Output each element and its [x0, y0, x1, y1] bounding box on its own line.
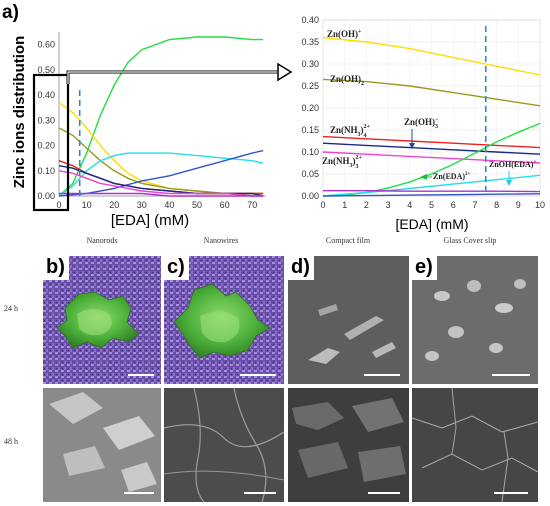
label-zn-nh3-4: Zn(NH3)42+: [330, 124, 371, 139]
scale-bar: [492, 374, 530, 376]
right-x-label: [EDA] (mM): [395, 216, 468, 232]
scale-bar: [128, 374, 154, 376]
left-chart: 0.00 0.10 0.20 0.30 0.40 0.50 0.60 0 10 20 30 40 50…: [11, 32, 293, 229]
x-tick-label: 0: [56, 200, 61, 210]
series-line-2: [322, 135, 541, 149]
x-tick-label: 30: [137, 200, 147, 210]
zoom-box: [32, 73, 70, 212]
series-line-1: [322, 78, 541, 107]
x-tick-label: 6: [451, 200, 456, 210]
label-zn-eda: Zn(EDA)2+: [433, 172, 471, 181]
scale-bar: [240, 374, 276, 376]
y-tick-label: 0.20: [37, 141, 55, 151]
x-tick-label: 10: [82, 200, 92, 210]
series-line-8: [322, 193, 541, 197]
x-tick-label: 2: [364, 200, 369, 210]
sem-compact-film-48h: [288, 388, 409, 502]
x-tick-label: 3: [386, 200, 391, 210]
panel-label-e: e): [412, 256, 437, 280]
x-tick-label: 1: [342, 200, 347, 210]
scale-bar: [368, 492, 400, 494]
y-tick-label: 0.10: [37, 166, 55, 176]
y-tick-label: 0.50: [37, 65, 55, 75]
y-tick-label: 0.40: [37, 90, 55, 100]
series-line-3: [58, 152, 264, 197]
row-label-48h: 48 h: [4, 437, 18, 446]
label-zn-oh: Zn(OH)+: [327, 29, 362, 39]
series-line-0: [322, 36, 541, 76]
series-line-7: [58, 170, 264, 197]
panel-label-a: a): [2, 2, 19, 23]
y-tick-label: 0.00: [301, 191, 319, 201]
col-header-nanowires: Nanowires: [203, 236, 239, 245]
col-header-compact-film: Compact film: [325, 236, 371, 245]
y-tick-label: 0.00: [37, 191, 55, 201]
label-zn-oh2: Zn(OH)2: [330, 74, 364, 87]
y-tick-label: 0.35: [301, 37, 319, 47]
series-line-4: [322, 151, 541, 164]
x-tick-label: 0: [320, 200, 325, 210]
left-x-label: [EDA] (mM): [111, 212, 189, 229]
series-line-3: [322, 142, 541, 155]
x-tick-label: 50: [192, 200, 202, 210]
series-line-6: [58, 165, 264, 197]
x-tick-label: 40: [164, 200, 174, 210]
scale-bar: [494, 492, 528, 494]
series-line-8: [59, 192, 264, 197]
col-header-nanorods: Nanorods: [86, 236, 118, 245]
x-tick-label: 70: [247, 200, 257, 210]
x-tick-label: 10: [535, 200, 545, 210]
panel-label-b: b): [43, 256, 69, 280]
label-znoh-eda: ZnOH(EDA)+: [489, 160, 536, 169]
arrow-zn-eda: [420, 174, 427, 180]
y-tick-label: 0.20: [301, 103, 319, 113]
sem-compact-film-24h: [288, 256, 409, 384]
label-zn-nh3-3: Zn(NH3)32+: [322, 155, 363, 170]
zoom-connector: [66, 70, 280, 84]
scale-bar: [244, 492, 276, 494]
x-tick-label: 20: [109, 200, 119, 210]
y-tick-label: 0.40: [301, 15, 319, 25]
sem-nanorods-48h: [43, 388, 161, 502]
label-zn-oh3: Zn(OH)3−: [404, 117, 439, 130]
y-tick-label: 0.60: [37, 40, 55, 50]
y-tick-label: 0.30: [37, 115, 55, 125]
y-tick-label: 0.05: [301, 169, 319, 179]
series-line-0: [58, 36, 264, 197]
x-tick-label: 8: [494, 200, 499, 210]
x-tick-label: 4: [407, 200, 412, 210]
panel-label-d: d): [288, 256, 314, 280]
x-tick-label: 9: [516, 200, 521, 210]
row-label-24h: 24 h: [4, 304, 18, 313]
y-tick-label: 0.25: [301, 81, 319, 91]
col-header-glass: Glass Cover slip: [443, 236, 497, 245]
series-line-7: [323, 190, 541, 193]
scale-bar: [124, 492, 154, 494]
sem-nanowires-48h: [164, 388, 284, 502]
y-tick-label: 0.15: [301, 125, 319, 135]
y-tick-label: 0.30: [301, 59, 319, 69]
scale-bar: [364, 374, 400, 376]
zoom-arrow-head: [277, 62, 293, 82]
series-line-4: [58, 149, 264, 197]
x-tick-label: 7: [472, 200, 477, 210]
x-tick-label: 5: [429, 200, 434, 210]
series-line-6: [322, 174, 541, 197]
panel-label-c: c): [164, 256, 189, 280]
right-chart: 0.00 0.05 0.10 0.15 0.20 0.25 0.30 0.35 0.40 0 1 2…: [301, 15, 545, 232]
y-tick-label: 0.10: [301, 147, 319, 157]
series-line-2: [58, 127, 264, 195]
sem-glass-48h: [412, 388, 538, 502]
left-y-label: Zinc ions distribution: [11, 36, 28, 189]
x-tick-label: 60: [220, 200, 230, 210]
